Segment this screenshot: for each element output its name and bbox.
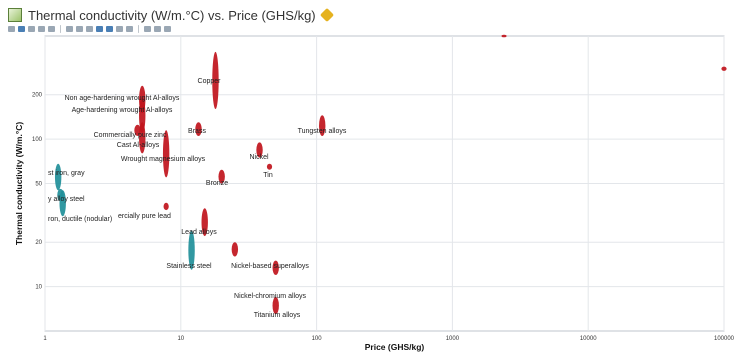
x-tick-label: 1000 <box>446 336 460 342</box>
data-label: Stainless steel <box>166 263 212 270</box>
x-tick-label: 1 <box>43 336 47 342</box>
data-labels: Copper Non age-hardening wrought Al-alloy… <box>48 78 347 319</box>
data-point <box>188 230 195 270</box>
data-label: st iron, gray <box>48 170 85 177</box>
y-tick-label: 20 <box>35 240 42 246</box>
y-tick-label: 50 <box>35 182 42 188</box>
data-label: Tin <box>263 172 273 179</box>
data-label: Age-hardening wrought Al-alloys <box>72 107 173 114</box>
x-tick-label: 10000 <box>580 336 597 342</box>
toolbar-button[interactable] <box>48 26 55 32</box>
toolbar-button[interactable] <box>8 26 15 32</box>
x-tick-label: 100000 <box>714 336 735 342</box>
x-tick-label: 10 <box>177 336 184 342</box>
data-label: Nickel-based superalloys <box>231 263 309 270</box>
toolbar-button[interactable] <box>66 26 73 32</box>
data-label: Bronze <box>206 180 228 187</box>
data-label: Non age-hardening wrought Al-alloys <box>65 95 180 102</box>
data-point <box>201 208 208 237</box>
data-point <box>721 66 727 71</box>
toolbar-button[interactable] <box>28 26 35 32</box>
data-label: ercially pure lead <box>118 213 171 220</box>
chart-icon <box>8 8 22 22</box>
data-point <box>266 163 273 170</box>
data-label: Nickel <box>249 154 269 161</box>
data-point <box>163 202 169 211</box>
grid-lines <box>44 36 725 331</box>
chart-toolbar <box>8 24 730 34</box>
tick-labels: 1 10 100 1000 10000 100000 10 20 50 100 200 <box>32 93 735 342</box>
data-point <box>212 51 219 109</box>
toolbar-button[interactable] <box>116 26 123 32</box>
data-point <box>134 124 141 136</box>
y-tick-label: 200 <box>32 93 43 99</box>
data-point <box>139 97 146 133</box>
toolbar-separator <box>138 25 139 33</box>
toolbar-button[interactable] <box>106 26 113 32</box>
data-label: Tungsten alloys <box>298 128 347 135</box>
data-point <box>272 297 279 315</box>
data-point <box>256 142 263 158</box>
data-point <box>501 34 507 38</box>
toolbar-button[interactable] <box>154 26 161 32</box>
toolbar-button[interactable] <box>86 26 93 32</box>
x-axis-label: Price (GHS/kg) <box>365 342 425 352</box>
data-label: Wrought magnesium alloys <box>121 156 206 163</box>
x-tick-label: 100 <box>312 336 323 342</box>
data-label: Copper <box>198 78 222 85</box>
data-marks <box>54 34 727 315</box>
data-point <box>139 122 146 154</box>
data-label: Commercially pure zinc <box>94 132 167 139</box>
data-point <box>162 130 170 178</box>
data-label: Nickel-chromium alloys <box>234 293 306 300</box>
y-tick-label: 100 <box>32 137 43 143</box>
window-titlebar: Thermal conductivity (W/m.°C) vs. Price … <box>8 6 730 24</box>
data-label: Cast Al-alloys <box>117 142 160 149</box>
data-label: Lead alloys <box>181 229 217 236</box>
data-point <box>59 190 66 217</box>
toolbar-button[interactable] <box>76 26 83 32</box>
y-axis-label: Thermal conductivity (W/m.°C) <box>14 122 24 246</box>
data-point <box>231 242 239 257</box>
data-label: Titanium alloys <box>254 312 301 319</box>
toolbar-button[interactable] <box>126 26 133 32</box>
chart-title: Thermal conductivity (W/m.°C) vs. Price … <box>28 7 316 23</box>
data-point <box>195 122 202 136</box>
data-label: ron, ductile (nodular) <box>48 216 112 223</box>
toolbar-button[interactable] <box>164 26 171 32</box>
data-label: y alloy steel <box>48 196 85 203</box>
toolbar-separator <box>60 25 61 33</box>
toolbar-button[interactable] <box>144 26 151 32</box>
toolbar-button[interactable] <box>18 26 25 32</box>
data-point <box>54 163 62 191</box>
toolbar-button[interactable] <box>38 26 45 32</box>
y-tick-label: 10 <box>35 285 42 291</box>
toolbar-button[interactable] <box>96 26 103 32</box>
data-point <box>272 260 279 275</box>
data-point <box>319 115 326 136</box>
data-label: Brass <box>188 128 206 135</box>
data-point <box>218 169 225 184</box>
